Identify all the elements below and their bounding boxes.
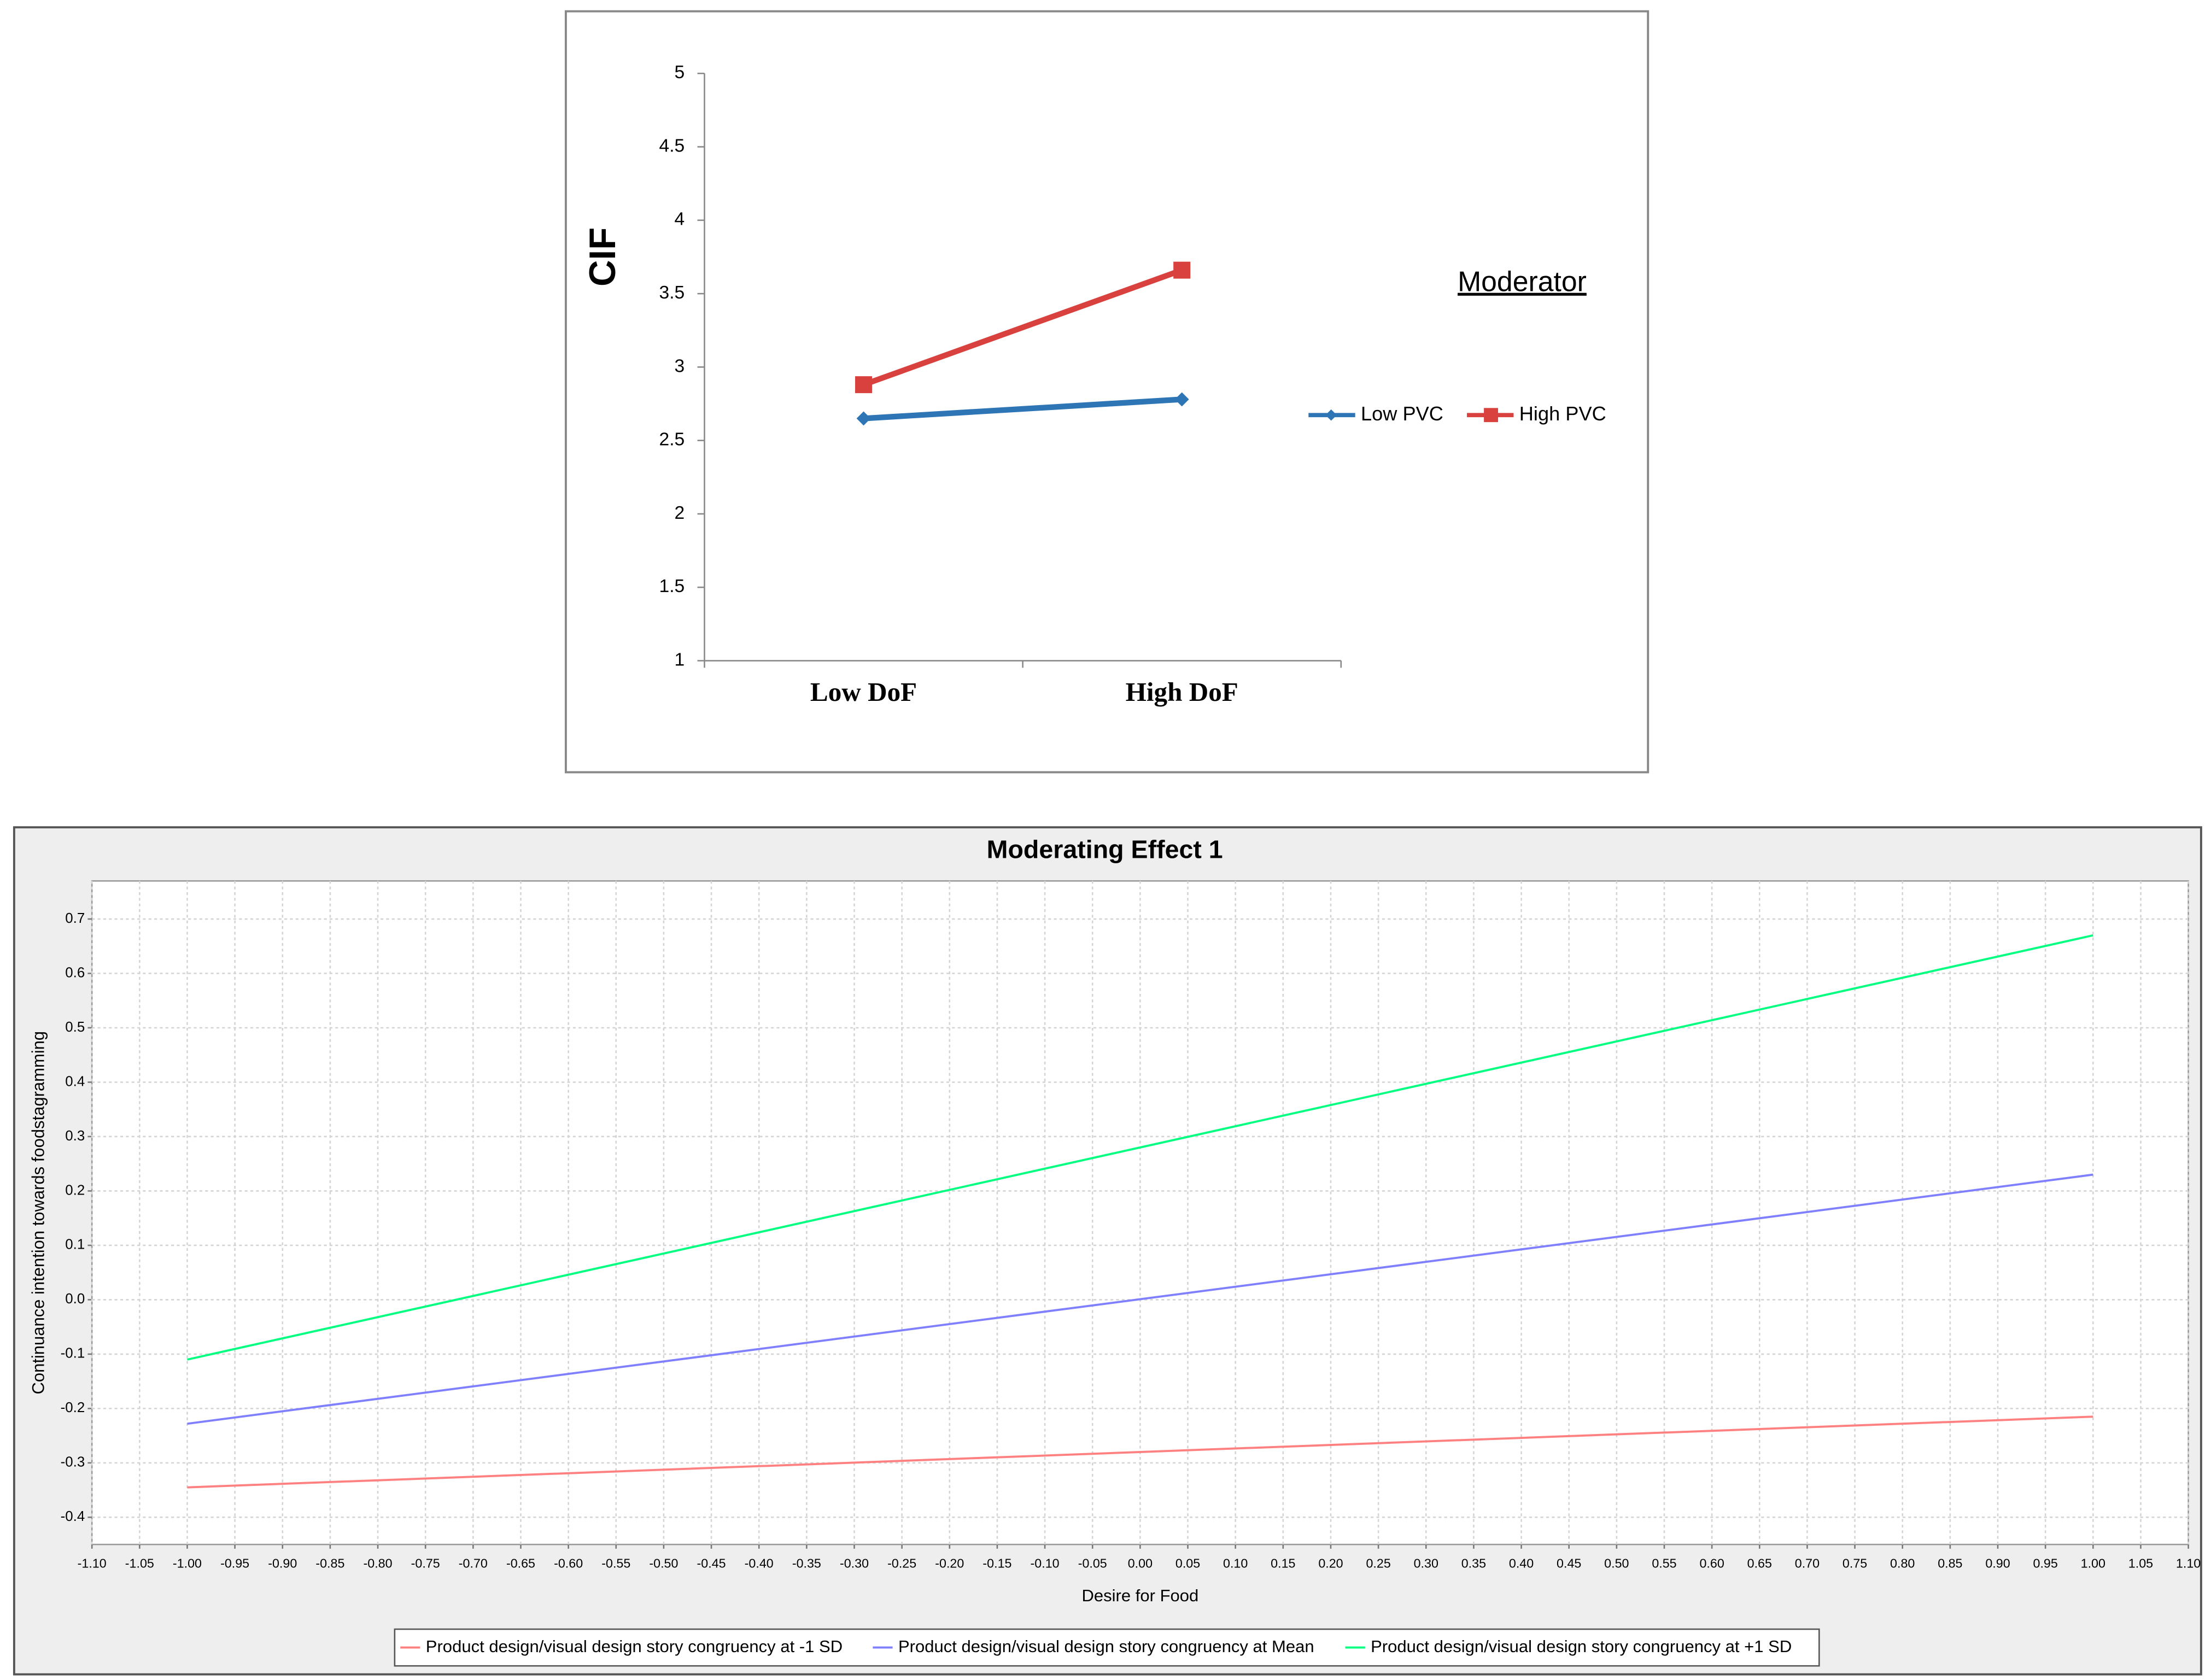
x-tick-label: -0.95 — [220, 1556, 249, 1570]
y-tick-label: 1 — [675, 649, 685, 670]
x-tick-label: -0.10 — [1031, 1556, 1060, 1570]
x-tick-label: 0.60 — [1699, 1556, 1724, 1570]
chart-title: Moderating Effect 1 — [987, 835, 1223, 863]
x-tick-label: -0.60 — [554, 1556, 583, 1570]
y-tick-label: -0.3 — [61, 1455, 85, 1470]
y-tick-label: 3.5 — [659, 283, 685, 303]
x-tick-label: 0.15 — [1271, 1556, 1295, 1570]
y-axis-label: CIF — [582, 227, 623, 286]
y-tick-label: 0.0 — [65, 1291, 85, 1307]
x-axis-label: Desire for Food — [1081, 1586, 1198, 1605]
x-tick-label: 0.00 — [1128, 1556, 1153, 1570]
y-tick-label: -0.2 — [61, 1400, 85, 1415]
x-tick-label: 0.80 — [1890, 1556, 1915, 1570]
x-tick-label: -1.10 — [78, 1556, 107, 1570]
x-tick-label: -0.25 — [887, 1556, 916, 1570]
marker — [855, 376, 873, 394]
y-tick-label: 0.1 — [65, 1237, 85, 1252]
legend-label: Low PVC — [1361, 402, 1443, 425]
marker — [856, 411, 871, 426]
chart-frame — [564, 10, 1650, 774]
y-tick-label: 2.5 — [659, 430, 685, 450]
y-tick-label: 4.5 — [659, 136, 685, 156]
x-tick-label: -1.00 — [173, 1556, 202, 1570]
x-tick-label: 0.70 — [1795, 1556, 1820, 1570]
data-line — [187, 934, 2093, 1361]
x-tick-label: -0.35 — [792, 1556, 821, 1570]
x-tick-label: 1.10 — [2176, 1556, 2201, 1570]
x-tick-label: -0.85 — [315, 1556, 344, 1570]
legend-title: Moderator — [1458, 266, 1587, 297]
x-tick-label: -0.75 — [411, 1556, 440, 1570]
y-tick-label: 0.2 — [65, 1183, 85, 1198]
x-tick-label: High DoF — [1126, 677, 1238, 707]
x-tick-label: 1.00 — [2081, 1556, 2105, 1570]
x-tick-label: 0.90 — [1985, 1556, 2010, 1570]
x-tick-label: -0.05 — [1078, 1556, 1107, 1570]
y-tick-label: 0.5 — [65, 1020, 85, 1035]
marker — [1173, 261, 1191, 279]
legend-marker — [1484, 408, 1498, 423]
data-line — [187, 1173, 2093, 1425]
x-tick-label: 0.75 — [1842, 1556, 1867, 1570]
y-tick-label: 4 — [675, 209, 685, 230]
y-tick-label: 0.6 — [65, 965, 85, 980]
x-tick-label: -0.20 — [935, 1556, 964, 1570]
y-tick-label: 3 — [675, 356, 685, 376]
y-axis-label: Continuance intention towards foodstagra… — [29, 1031, 48, 1395]
y-tick-label: 0.4 — [65, 1074, 85, 1089]
marker — [1174, 392, 1189, 407]
x-tick-label: -0.50 — [649, 1556, 678, 1570]
legend-label: Product design/visual design story congr… — [426, 1637, 843, 1656]
x-tick-label: Low DoF — [810, 677, 917, 707]
x-tick-label: -0.45 — [697, 1556, 726, 1570]
x-tick-label: 0.35 — [1461, 1556, 1486, 1570]
data-line — [187, 1415, 2093, 1489]
x-tick-label: 0.45 — [1557, 1556, 1581, 1570]
x-tick-label: 0.05 — [1175, 1556, 1200, 1570]
x-tick-label: -0.40 — [745, 1556, 774, 1570]
x-tick-label: -0.15 — [982, 1556, 1011, 1570]
y-tick-label: 0.7 — [65, 911, 85, 926]
data-line — [863, 396, 1183, 422]
y-tick-label: 0.3 — [65, 1128, 85, 1144]
y-tick-label: 5 — [675, 62, 685, 83]
legend-label: High PVC — [1519, 402, 1606, 425]
x-tick-label: 0.55 — [1652, 1556, 1676, 1570]
data-line — [862, 267, 1183, 388]
y-tick-label: 2 — [675, 503, 685, 523]
x-tick-label: 0.65 — [1747, 1556, 1772, 1570]
x-tick-label: 1.05 — [2128, 1556, 2153, 1570]
x-tick-label: -0.55 — [601, 1556, 630, 1570]
x-tick-label: 0.20 — [1318, 1556, 1343, 1570]
y-tick-label: -0.1 — [61, 1346, 85, 1361]
x-tick-label: -1.05 — [125, 1556, 154, 1570]
x-tick-label: 0.40 — [1509, 1556, 1534, 1570]
x-tick-label: 0.10 — [1223, 1556, 1248, 1570]
x-tick-label: -0.65 — [506, 1556, 535, 1570]
plot-area — [91, 880, 2189, 1546]
x-tick-label: -0.90 — [268, 1556, 297, 1570]
legend-marker — [1325, 409, 1337, 421]
x-tick-label: 0.50 — [1604, 1556, 1629, 1570]
x-tick-label: -0.80 — [364, 1556, 393, 1570]
x-tick-label: -0.70 — [459, 1556, 488, 1570]
y-tick-label: 1.5 — [659, 576, 685, 596]
legend-label: Product design/visual design story congr… — [898, 1637, 1314, 1656]
x-tick-label: 0.25 — [1366, 1556, 1390, 1570]
x-tick-label: -0.30 — [840, 1556, 869, 1570]
y-tick-label: -0.4 — [61, 1509, 85, 1524]
x-tick-label: 0.95 — [2033, 1556, 2058, 1570]
legend-box — [394, 1628, 1820, 1667]
legend-label: Product design/visual design story congr… — [1371, 1637, 1792, 1656]
x-tick-label: 0.85 — [1938, 1556, 1962, 1570]
x-tick-label: 0.30 — [1414, 1556, 1438, 1570]
